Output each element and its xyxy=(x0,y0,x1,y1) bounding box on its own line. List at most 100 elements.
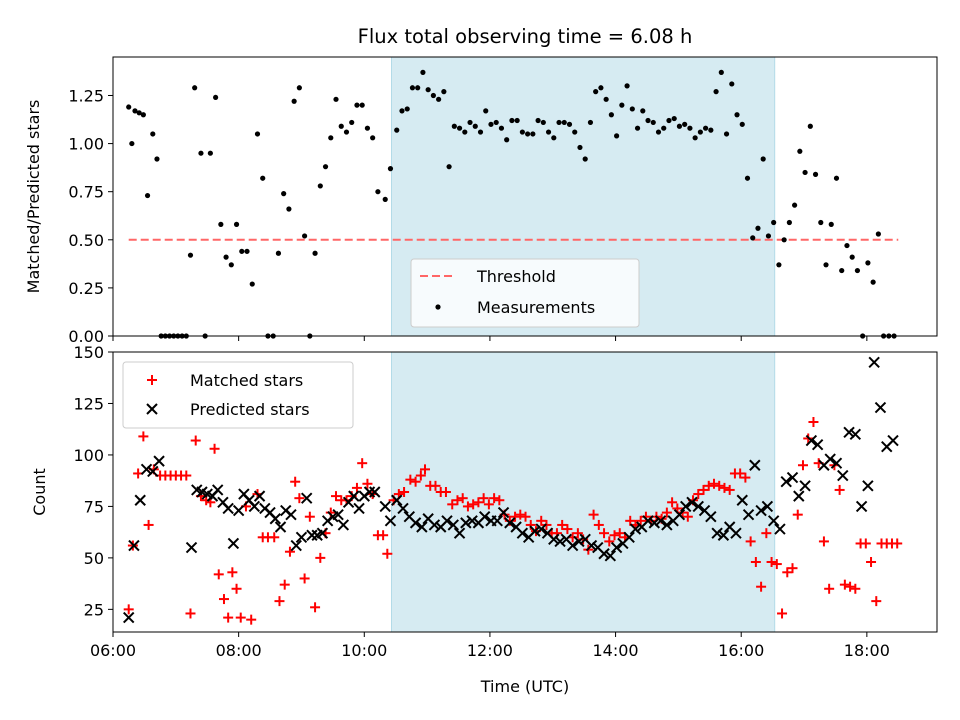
x-tick-label: 14:00 xyxy=(593,641,639,660)
predicted-star-point xyxy=(767,515,780,527)
predicted-star-point xyxy=(824,453,836,465)
measurement-point xyxy=(462,129,468,135)
matched-star-point xyxy=(138,431,149,442)
measurement-point xyxy=(776,262,782,268)
predicted-star-point xyxy=(248,500,261,513)
matched-star-point xyxy=(703,480,714,491)
predicted-star-point xyxy=(337,519,350,531)
measurement-point xyxy=(587,119,594,126)
matched-star-point xyxy=(520,511,531,522)
predicted-star-point xyxy=(692,500,704,513)
top-y-tick-label: 0.25 xyxy=(68,279,104,298)
predicted-star-point xyxy=(306,529,318,541)
matched-star-point xyxy=(845,581,856,592)
measurement-point xyxy=(875,231,881,237)
matched-star-point xyxy=(410,476,421,487)
measurement-point xyxy=(192,85,198,91)
predicted-star-point xyxy=(516,527,529,539)
matched-star-point xyxy=(462,501,473,512)
matched-star-point xyxy=(824,583,835,594)
measurement-point xyxy=(739,121,745,127)
predicted-star-point xyxy=(837,469,849,482)
matched-star-point xyxy=(420,464,431,475)
matched-star-point xyxy=(494,495,505,506)
matched-star-point xyxy=(452,495,463,506)
measurement-point xyxy=(382,196,388,202)
matched-star-point xyxy=(766,557,777,567)
measurement-point xyxy=(349,119,355,126)
matched-star-point xyxy=(284,546,295,557)
measurement-point xyxy=(404,106,410,112)
x-tick-label: 10:00 xyxy=(341,641,387,660)
predicted-star-point xyxy=(874,401,887,414)
predicted-star-point xyxy=(535,523,547,535)
bottom-y-tick-label: 150 xyxy=(73,343,104,362)
matched-star-point xyxy=(223,612,234,623)
measurement-point xyxy=(239,248,245,254)
top-y-tick-label: 0.50 xyxy=(68,231,104,250)
matched-star-point xyxy=(771,559,782,570)
predicted-star-point xyxy=(391,494,403,506)
predicted-star-point xyxy=(868,356,880,369)
measurement-point xyxy=(566,121,573,127)
matched-star-point xyxy=(399,487,410,497)
measurement-point xyxy=(207,150,213,156)
measurement-point xyxy=(703,125,709,131)
bottom-y-tick-label: 75 xyxy=(84,497,104,516)
measurement-point xyxy=(446,164,452,170)
measurement-point xyxy=(854,267,861,274)
matched-star-point xyxy=(599,528,610,539)
matched-star-point xyxy=(871,596,882,607)
predicted-star-point xyxy=(761,500,774,513)
measurement-point xyxy=(582,156,588,162)
measurement-point xyxy=(771,219,777,226)
matched-star-point xyxy=(231,583,242,594)
x-tick-label: 16:00 xyxy=(718,641,764,660)
matched-star-point xyxy=(693,489,704,500)
measurement-points xyxy=(126,69,897,339)
measurement-point xyxy=(718,69,724,75)
measurement-point xyxy=(213,94,219,101)
measurement-point xyxy=(150,131,156,137)
measurement-point xyxy=(619,102,625,108)
matched-star-point xyxy=(562,524,573,535)
predicted-star-point xyxy=(428,519,441,531)
matched-star-point xyxy=(536,515,547,526)
measurement-point xyxy=(645,117,651,124)
legend-x-marker xyxy=(146,403,158,415)
matched-star-point xyxy=(190,435,201,446)
measurement-point xyxy=(614,133,620,139)
predicted-star-point xyxy=(811,438,824,451)
matched-star-point xyxy=(378,530,389,541)
measurement-point xyxy=(671,115,677,122)
measurement-point xyxy=(498,125,505,131)
measurement-point xyxy=(409,85,416,91)
predicted-star-point xyxy=(285,508,297,521)
measurement-point xyxy=(676,123,683,129)
bottom-panel: 06:00 08:00 10:00 12:00 14:00 16:00 18:00 25 50… xyxy=(30,343,938,696)
legend-threshold-label: Threshold xyxy=(476,267,556,286)
matched-star-point xyxy=(850,583,861,594)
predicted-star-point xyxy=(409,517,422,529)
predicted-star-point xyxy=(416,521,428,533)
matched-star-point xyxy=(123,604,134,615)
top-y-tick-label: 0.75 xyxy=(68,183,104,202)
bottom-observing-span-shade xyxy=(391,351,776,633)
predicted-star-point xyxy=(353,502,365,515)
measurement-point xyxy=(530,131,536,137)
measurement-point xyxy=(254,131,261,137)
predicted-star-point xyxy=(140,463,153,476)
predicted-star-point xyxy=(849,428,862,441)
predicted-star-point xyxy=(504,517,516,529)
predicted-star-point xyxy=(153,455,165,467)
measurement-point xyxy=(760,156,766,162)
measurement-point xyxy=(603,96,609,102)
matched-star-point xyxy=(181,470,192,481)
top-y-ticks: 0.00 0.25 0.50 0.75 1.00 1.25 xyxy=(68,86,113,346)
matched-star-point xyxy=(246,614,257,625)
matched-star-point xyxy=(714,480,725,491)
legend-predicted-swatch xyxy=(146,403,158,415)
measurement-point xyxy=(233,221,240,227)
matched-star-point xyxy=(304,511,315,522)
matched-star-point xyxy=(661,507,672,518)
